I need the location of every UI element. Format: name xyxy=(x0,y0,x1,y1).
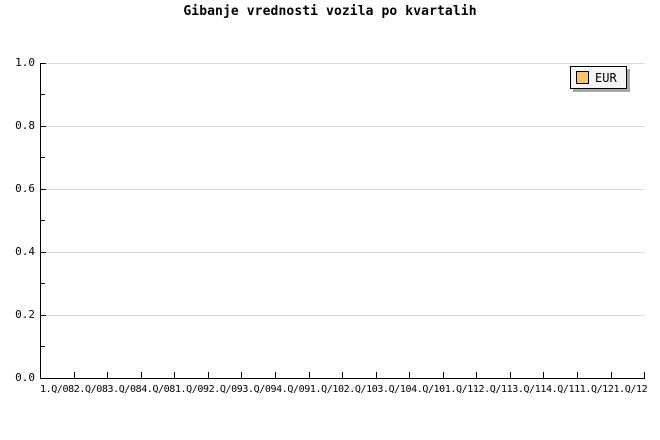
x-axis-labels: 1.Q/08 2.Q/08 3.Q/08 4.Q/08 1.Q/09 2.Q/0… xyxy=(40,384,648,396)
gridline-0.8 xyxy=(41,126,645,127)
x-tick-label: 1.Q/10 xyxy=(309,384,344,395)
y-tick-label: 0.2 xyxy=(15,308,35,321)
chart-title: Gibanje vrednosti vozila po kvartalih xyxy=(183,4,477,19)
x-tick-label: 1.Q/11 xyxy=(444,384,479,395)
x-tick-label: 1.Q/12 xyxy=(579,384,614,395)
y-minor-tick xyxy=(41,220,45,221)
y-tick-label: 0.0 xyxy=(15,371,35,384)
gridline-0.6 xyxy=(41,189,645,190)
gridline-0.4 xyxy=(41,252,645,253)
x-tick-label: 3.Q/10 xyxy=(377,384,412,395)
y-tick-label: 0.6 xyxy=(15,182,35,195)
legend-swatch xyxy=(576,71,589,84)
y-major-tick xyxy=(41,63,46,64)
x-tick-label: 1.Q/12 xyxy=(613,384,648,395)
x-tick-label: 3.Q/11 xyxy=(512,384,547,395)
y-minor-tick xyxy=(41,346,45,347)
gridline-1.0 xyxy=(41,63,645,64)
x-tick-label: 2.Q/09 xyxy=(208,384,243,395)
gridline-0.2 xyxy=(41,315,645,316)
x-tick-label: 2.Q/10 xyxy=(343,384,378,395)
y-minor-tick xyxy=(41,283,45,284)
x-tick-label: 4.Q/11 xyxy=(546,384,580,395)
x-tick-label: 1.Q/08 xyxy=(40,384,74,395)
y-major-tick xyxy=(41,315,46,316)
legend-box: EUR xyxy=(570,66,627,89)
y-major-tick xyxy=(41,126,46,127)
y-tick-label: 0.4 xyxy=(15,245,35,258)
x-tick-label: 2.Q/11 xyxy=(478,384,513,395)
x-tick-label: 3.Q/09 xyxy=(242,384,277,395)
x-tick-label: 3.Q/08 xyxy=(107,384,142,395)
legend-label: EUR xyxy=(595,70,617,85)
y-minor-tick xyxy=(41,157,45,158)
y-major-tick xyxy=(41,252,46,253)
x-tick-label: 1.Q/09 xyxy=(174,384,209,395)
y-tick-label: 1.0 xyxy=(15,56,35,69)
plot-area xyxy=(40,63,646,379)
x-tick-label: 4.Q/09 xyxy=(276,384,310,395)
x-tick-label: 2.Q/08 xyxy=(73,384,108,395)
x-tick-label: 4.Q/10 xyxy=(411,384,445,395)
x-axis-ticks xyxy=(41,372,646,378)
y-major-tick xyxy=(41,189,46,190)
y-minor-tick xyxy=(41,94,45,95)
x-tick-label: 4.Q/08 xyxy=(141,384,175,395)
y-tick-label: 0.8 xyxy=(15,119,35,132)
